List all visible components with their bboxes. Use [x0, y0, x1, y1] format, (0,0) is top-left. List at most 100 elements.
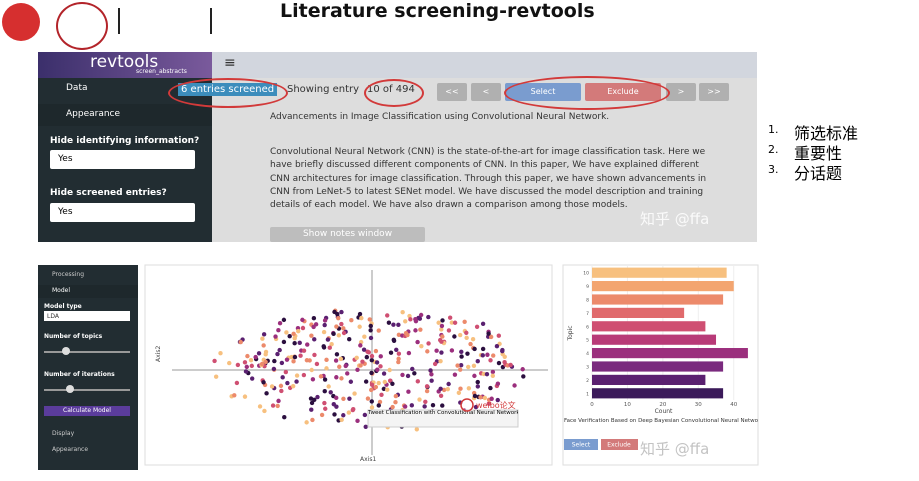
menu-item[interactable]: Appearance [52, 446, 89, 453]
menu-item[interactable]: Display [52, 430, 75, 437]
y-tick-label: 9 [586, 284, 589, 290]
scatter-dot [301, 348, 307, 353]
notes-button[interactable]: Show notes window [270, 227, 425, 242]
scatter-dot [466, 364, 471, 370]
scatter-dot [238, 339, 243, 345]
scatter-dot [363, 379, 369, 384]
scatter-dot [391, 322, 396, 327]
scatter-dot [321, 344, 326, 349]
scatter-dot [369, 405, 375, 410]
scatter-dot [261, 380, 266, 385]
scatter-dot [480, 353, 485, 358]
select[interactable]: Yes [50, 150, 195, 169]
scatter-dot [393, 393, 399, 399]
scatter-dot [367, 317, 372, 322]
scatter-dot [368, 323, 373, 329]
select-value: Yes [58, 207, 73, 217]
scatter-dot [379, 392, 384, 398]
menu-item[interactable]: Model [52, 287, 71, 294]
select[interactable]: Yes [50, 203, 195, 222]
scatter-dot [496, 360, 502, 366]
scatter-dot [521, 374, 526, 379]
scatter-dot [334, 352, 340, 357]
scatter-dot [396, 356, 401, 361]
scatter-dot [312, 337, 317, 342]
watermark: 知乎 @ffa [640, 210, 710, 228]
slider[interactable] [44, 351, 130, 353]
scatter-dot [462, 319, 467, 324]
content [212, 78, 757, 242]
field-label: Model type [44, 303, 82, 310]
scatter-dot [440, 334, 445, 339]
scatter-dot [441, 387, 447, 393]
last-button[interactable]: >> [699, 83, 729, 101]
scatter-dot [376, 403, 381, 408]
select-button[interactable] [564, 439, 598, 450]
button-label[interactable]: Exclude [607, 442, 631, 449]
scatter-dot [464, 330, 469, 335]
scatter-dot [281, 339, 287, 345]
prev-button[interactable]: < [471, 83, 501, 101]
tooltip-text: Tweet Classification with Convolutional … [368, 410, 518, 416]
scatter-dot [275, 403, 280, 409]
scatter-dot [287, 334, 292, 339]
slider-handle[interactable] [66, 385, 74, 393]
exclude-button[interactable] [601, 439, 638, 450]
scatter-dot [365, 396, 371, 401]
select[interactable]: LDA [44, 311, 130, 321]
logo [56, 2, 108, 50]
scatter-dot [482, 395, 488, 401]
y-tick-label: 7 [586, 311, 589, 317]
menu-item[interactable]: Data [66, 83, 88, 93]
annotation-circle [460, 398, 474, 412]
slider[interactable] [44, 389, 130, 391]
scatter-dot [415, 339, 420, 345]
scatter-dot [322, 322, 327, 328]
next-button[interactable]: > [666, 83, 696, 101]
scatter-dot [468, 341, 473, 347]
scatter-dot [422, 404, 427, 409]
scatter-dot [472, 393, 478, 399]
slider-handle[interactable] [62, 347, 70, 355]
scatter-dot [327, 345, 332, 350]
scatter-dot [396, 359, 401, 365]
select-value: LDA [47, 313, 59, 320]
scatter-dot [390, 404, 395, 410]
scatter-dot [502, 359, 507, 365]
scatter-dot [439, 323, 445, 329]
watermark: 知乎 @ffa [640, 440, 709, 458]
first-button[interactable]: << [437, 83, 467, 101]
tooltip-box [367, 409, 519, 428]
calculate-button[interactable]: Calculate Model [44, 406, 130, 416]
scatter-dot [355, 418, 360, 424]
scatter-dot [486, 401, 492, 406]
button-label[interactable]: Select [572, 442, 591, 449]
scatter-dot [318, 374, 324, 379]
scatter-dot [310, 377, 316, 382]
scatter-dot [339, 376, 344, 381]
scatter-dot [312, 352, 317, 358]
scatter-dot [413, 328, 418, 333]
scatter-dot [334, 375, 339, 380]
list-number: 3. [768, 163, 779, 176]
menu-toggle[interactable]: ≡ [224, 55, 236, 71]
menu-item[interactable]: Appearance [66, 109, 121, 119]
scatter-dot [417, 397, 422, 402]
header-bar: ≡ [212, 52, 757, 78]
scatter-dot [400, 372, 405, 378]
scatter-dot [459, 349, 464, 355]
scatter-dot [440, 403, 445, 408]
scatter-dot [400, 309, 405, 315]
logo [118, 8, 212, 34]
scatter-dot [257, 404, 263, 409]
scatter-dot [294, 379, 299, 384]
scatter-dot [485, 352, 490, 357]
scatter-dot [458, 386, 463, 391]
scatter-dot [424, 388, 430, 394]
scatter-dot [276, 327, 281, 333]
scatter-dot [369, 387, 374, 393]
scatter-dot [396, 351, 402, 356]
scatter-dot [339, 321, 344, 327]
menu-item[interactable]: Processing [52, 271, 85, 278]
scatter-dot [388, 350, 394, 355]
